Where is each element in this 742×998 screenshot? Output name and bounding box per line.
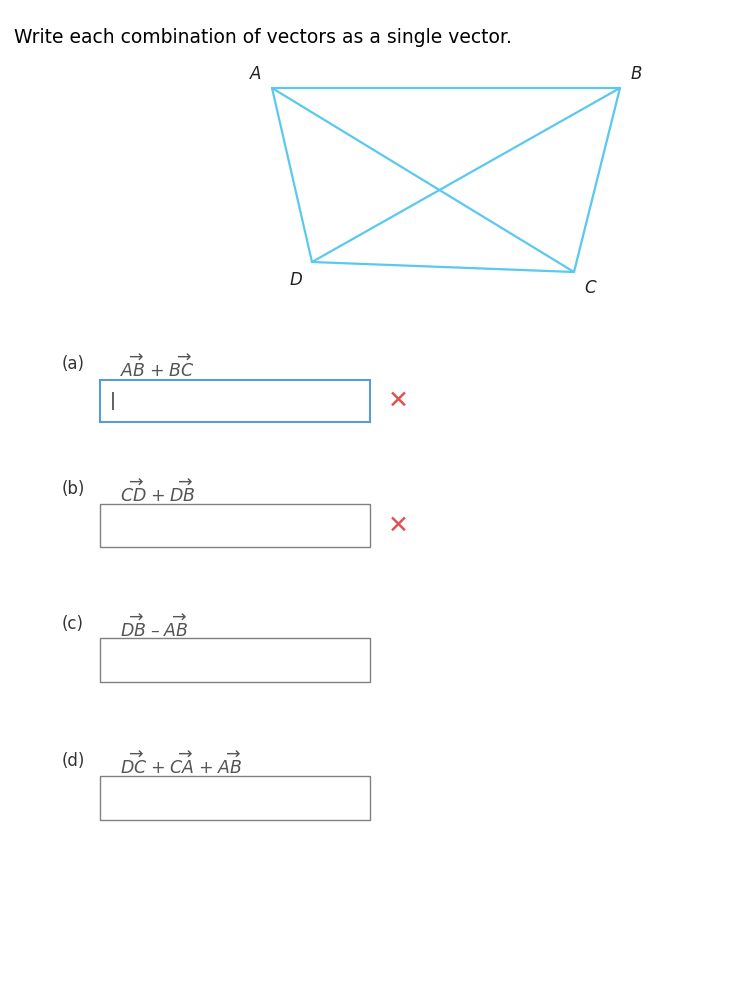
- Bar: [100, 504, 370, 547]
- Text: $\overrightarrow{\mathit{DB}}\;\mathit{–}\;\overrightarrow{\mathit{AB}}$: $\overrightarrow{\mathit{DB}}\;\mathit{–…: [120, 615, 188, 642]
- Text: D: D: [289, 271, 303, 289]
- Bar: [100, 776, 370, 820]
- Text: (c): (c): [62, 615, 84, 633]
- Text: $\overrightarrow{\mathit{AB}}\;\mathit{+}\;\overrightarrow{\mathit{BC}}$: $\overrightarrow{\mathit{AB}}\;\mathit{+…: [120, 355, 194, 381]
- Text: |: |: [110, 392, 116, 410]
- Bar: [100, 638, 370, 682]
- Bar: [100, 380, 370, 422]
- Text: ✕: ✕: [387, 514, 409, 538]
- Text: B: B: [630, 65, 642, 83]
- Text: ✕: ✕: [387, 389, 409, 413]
- Text: A: A: [250, 65, 262, 83]
- Text: $\overrightarrow{\mathit{CD}}\;\mathit{+}\;\overrightarrow{\mathit{DB}}$: $\overrightarrow{\mathit{CD}}\;\mathit{+…: [120, 480, 196, 506]
- Text: $\overrightarrow{\mathit{DC}}\;\mathit{+}\;\overrightarrow{\mathit{CA}}\;\mathit: $\overrightarrow{\mathit{DC}}\;\mathit{+…: [120, 752, 242, 778]
- Text: C: C: [584, 279, 596, 297]
- Text: (a): (a): [62, 355, 85, 373]
- Text: (b): (b): [62, 480, 85, 498]
- Text: (d): (d): [62, 752, 85, 770]
- Text: Write each combination of vectors as a single vector.: Write each combination of vectors as a s…: [14, 28, 512, 47]
